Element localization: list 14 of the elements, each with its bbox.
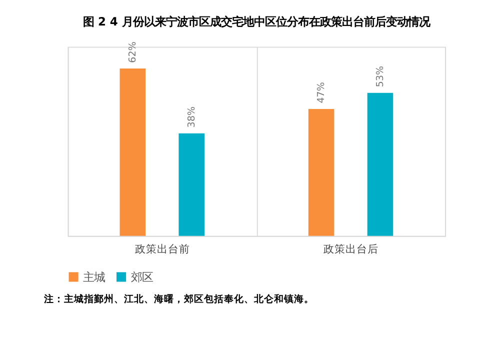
bar (178, 133, 204, 236)
legend-label: 郊区 (130, 270, 153, 284)
legend-label: 主城 (83, 270, 106, 284)
data-label: 62% (128, 42, 139, 63)
data-label: 53% (375, 66, 386, 88)
x-tick-label: 政策出台前 (135, 242, 190, 256)
chart-title: 图 2 4 月份以来宁波市区成交宅地中区位分布在政策出台前后变动情况 (82, 14, 431, 28)
bar (120, 68, 146, 236)
text: 注：主城指鄞州、江北、海曙，郊区包括奉化、北仑和镇海。 (42, 292, 314, 305)
x-tick-label: 政策出台后 (324, 242, 379, 256)
data-label: 38% (186, 106, 198, 128)
bar (367, 92, 394, 236)
bar (308, 109, 334, 236)
data-label: 47% (316, 82, 328, 104)
